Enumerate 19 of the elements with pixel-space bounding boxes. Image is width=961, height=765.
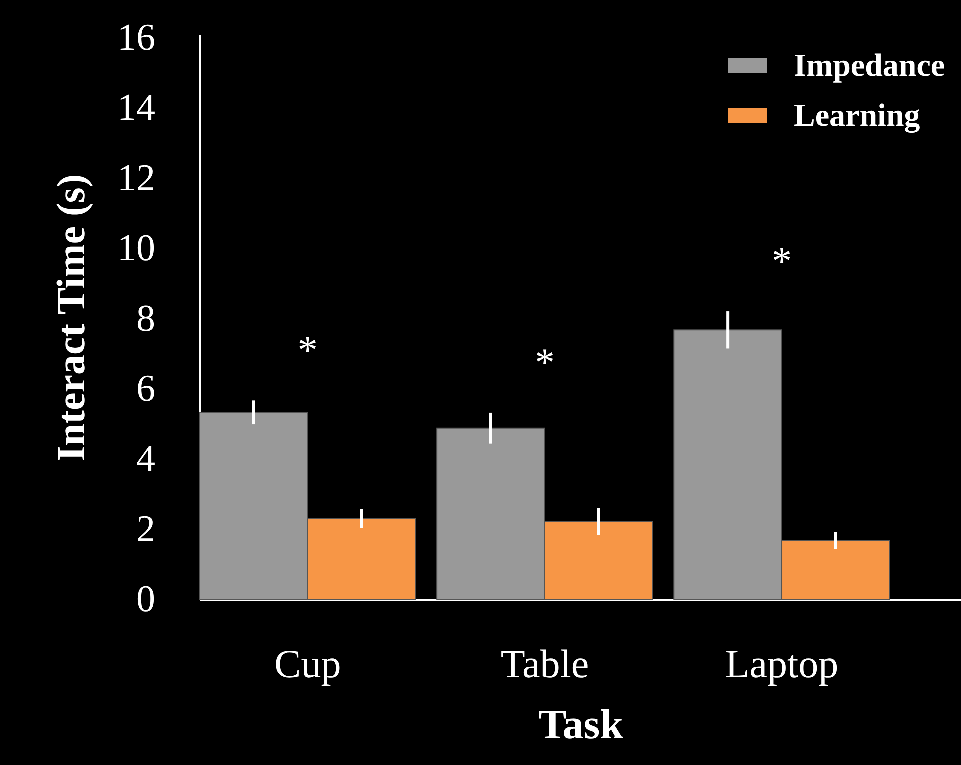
y-tick-label: 10 xyxy=(118,228,156,270)
annotation: * xyxy=(534,340,555,385)
legend-label: Learning xyxy=(794,97,920,134)
y-tick-label: 0 xyxy=(136,578,156,620)
y-tick-label: 16 xyxy=(118,17,156,60)
y-tick-label: 2 xyxy=(136,508,156,550)
annotation: * xyxy=(298,328,318,373)
annotation: * xyxy=(772,238,792,284)
x-tick-label: Table xyxy=(500,642,590,686)
x-tick-label: Cup xyxy=(274,642,342,686)
legend-label: Impedance xyxy=(794,47,946,83)
y-axis-title: Interact Time (s) xyxy=(48,174,94,462)
y-tick-label: 6 xyxy=(136,368,156,410)
y-tick-label: 14 xyxy=(118,87,156,130)
x-tick-label: Laptop xyxy=(725,642,839,686)
y-tick-label: 8 xyxy=(136,298,156,340)
x-axis-title: Task xyxy=(538,702,624,748)
y-tick-label: 12 xyxy=(118,157,156,200)
y-tick-label: 4 xyxy=(136,438,156,480)
